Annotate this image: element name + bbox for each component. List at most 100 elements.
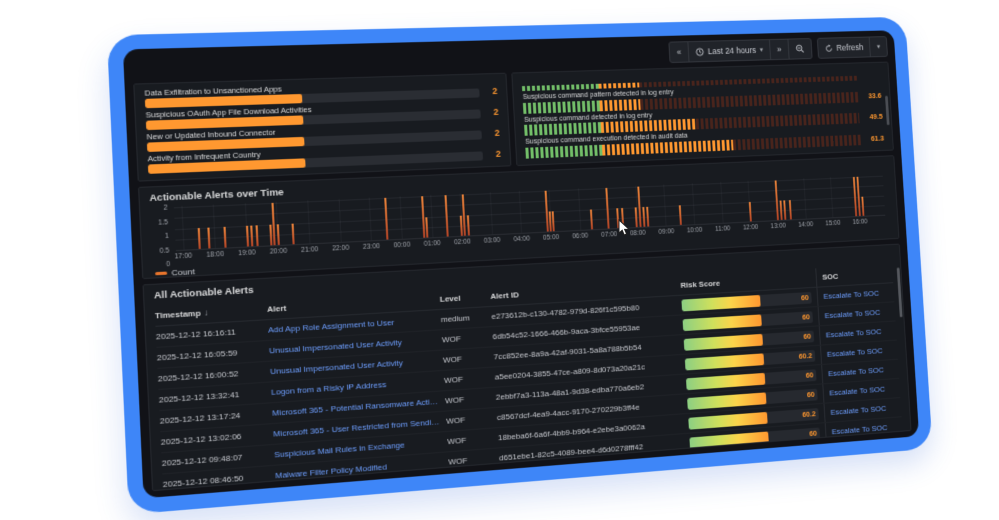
alerts-table: Timestamp ↓ Alert Level Alert ID Risk Score SO… — [154, 264, 907, 492]
y-tick-label: 0.5 — [159, 246, 170, 255]
level-cell: WOF — [442, 354, 463, 365]
gauge-segment — [598, 82, 640, 89]
column-header-risk-score[interactable]: Risk Score — [680, 278, 721, 290]
y-tick-label: 2 — [163, 204, 168, 212]
time-shift-back-button[interactable]: « — [670, 42, 689, 62]
x-tick-label: 04:00 — [513, 235, 531, 244]
table-scrollbar[interactable] — [896, 267, 903, 318]
gauge-value: 61.3 — [870, 133, 885, 143]
refresh-group: Refresh ▾ — [816, 36, 888, 59]
risk-score-fill — [682, 313, 762, 331]
y-tick-label: 0 — [165, 260, 171, 268]
x-tick-label: 00:00 — [393, 241, 411, 250]
x-tick-label: 15:00 — [825, 219, 841, 228]
x-tick-label: 18:00 — [206, 250, 225, 259]
level-cell: WOF — [447, 435, 467, 447]
chevrons-right-icon: » — [776, 44, 782, 55]
gauge-value: 2 — [493, 106, 499, 118]
x-tick-label: 21:00 — [300, 246, 319, 255]
x-tick-label: 23:00 — [362, 242, 381, 251]
timestamp-cell: 2025-12-12 13:32:41 — [158, 389, 240, 405]
alert-link[interactable]: Data Exfiltration to Unsanctioned Apps — [276, 480, 420, 492]
x-tick-label: 12:00 — [742, 223, 759, 232]
chevron-down-icon: ▾ — [876, 43, 881, 51]
x-tick-label: 07:00 — [601, 231, 618, 239]
alert-id-cell: b50cd509-74dd-4a65-9204-0ec049857c45 — [499, 461, 651, 483]
risk-score-fill — [691, 470, 771, 489]
refresh-button[interactable]: Refresh — [818, 37, 871, 57]
x-tick-label: 01:00 — [423, 239, 441, 248]
risk-score-fill — [685, 372, 766, 390]
gauge-segment — [522, 83, 599, 92]
refresh-label: Refresh — [836, 42, 864, 53]
risk-score-fill — [688, 411, 768, 430]
x-tick-label: 19:00 — [238, 249, 256, 258]
time-range-label: Last 24 hours — [707, 45, 757, 57]
risk-score-value: 60 — [810, 447, 819, 458]
escalate-to-soc-link[interactable]: Escalate To SOC — [828, 474, 907, 492]
gauge-segment — [523, 100, 600, 114]
level-cell: WOF — [441, 334, 462, 345]
risk-score-value: 60 — [800, 292, 809, 302]
x-tick-label: 05:00 — [542, 233, 560, 242]
risk-score-fill — [690, 450, 770, 469]
chevrons-left-icon: « — [676, 47, 682, 58]
series-color-swatch — [155, 271, 168, 276]
timestamp-cell: 2025-12-12 09:48:07 — [161, 452, 243, 469]
panel-scrollbar[interactable] — [885, 95, 890, 126]
all-actionable-alerts-panel: All Actionable Alerts Timestamp ↓ Alert Lev… — [142, 243, 912, 492]
x-tick-label: 03:00 — [483, 236, 501, 245]
count-spike — [255, 224, 259, 247]
mouse-cursor — [618, 219, 631, 236]
risk-score-value: 60 — [812, 487, 820, 492]
x-tick-label: 11:00 — [715, 225, 731, 233]
y-axis-labels: 0 0.5 1 1.5 2 — [150, 204, 172, 268]
refresh-interval-dropdown[interactable]: ▾ — [869, 37, 888, 57]
level-cell: WOF — [446, 415, 466, 426]
command-detection-gauges-panel: Suspicious command pattern detected in l… — [511, 61, 894, 167]
risk-score-value: 60.2 — [798, 350, 813, 361]
column-header-label: Timestamp — [154, 308, 201, 321]
escalate-to-soc-link[interactable]: Escalate To SOC — [825, 436, 904, 462]
x-tick-label: 08:00 — [629, 229, 646, 238]
count-spike — [291, 223, 295, 245]
x-tick-label: 16:00 — [852, 218, 868, 226]
time-controls-group: « Last 24 hours ▾ » — [668, 38, 813, 64]
zoom-out-time-button[interactable] — [787, 38, 812, 59]
x-tick-label: 20:00 — [269, 247, 288, 256]
gauge-value: 2 — [495, 148, 502, 159]
series-name: Count — [171, 266, 195, 278]
gauge-segment — [600, 119, 696, 134]
risk-score-fill — [681, 294, 761, 311]
risk-score-fill — [683, 333, 763, 351]
risk-score-value: 60 — [805, 369, 814, 380]
timestamp-cell: 2025-12-12 13:02:06 — [160, 431, 242, 448]
risk-score-value: 60.2 — [801, 408, 817, 419]
column-header-level[interactable]: Level — [439, 293, 461, 304]
x-tick-label: 17:00 — [174, 252, 193, 261]
y-tick-label: 1 — [164, 232, 169, 240]
risk-score-gauge: 60 — [692, 485, 824, 492]
timestamp-cell: 2025-12-12 16:05:59 — [156, 348, 238, 363]
alert-id-cell: 400275db-85c4-439b-af8c-46b7212854e4 — [501, 479, 686, 492]
chevron-down-icon: ▾ — [759, 46, 764, 54]
timestamp-cell: 2025-12-12 13:17:24 — [159, 410, 241, 426]
x-tick-label: 10:00 — [686, 226, 703, 235]
count-spike — [277, 223, 281, 245]
timestamp-cell: 2025-12-12 16:16:11 — [155, 327, 236, 342]
count-spike — [197, 227, 202, 249]
time-range-picker[interactable]: Last 24 hours ▾ — [687, 40, 771, 62]
x-tick-label: 09:00 — [658, 228, 675, 236]
risk-score-fill — [687, 391, 767, 410]
gauge-value: 33.6 — [867, 90, 882, 100]
count-spike — [245, 225, 249, 247]
count-spike — [250, 225, 254, 247]
column-header-timestamp[interactable]: Timestamp ↓ — [155, 305, 261, 321]
risk-score-value: 60 — [808, 428, 818, 438]
risk-score-value: 60 — [803, 331, 812, 341]
x-tick-label: 22:00 — [332, 244, 350, 253]
escalate-to-soc-link[interactable]: Escalate To SOC — [827, 455, 906, 481]
device-frame: « Last 24 hours ▾ » — [106, 16, 933, 515]
time-shift-forward-button[interactable]: » — [768, 39, 789, 60]
